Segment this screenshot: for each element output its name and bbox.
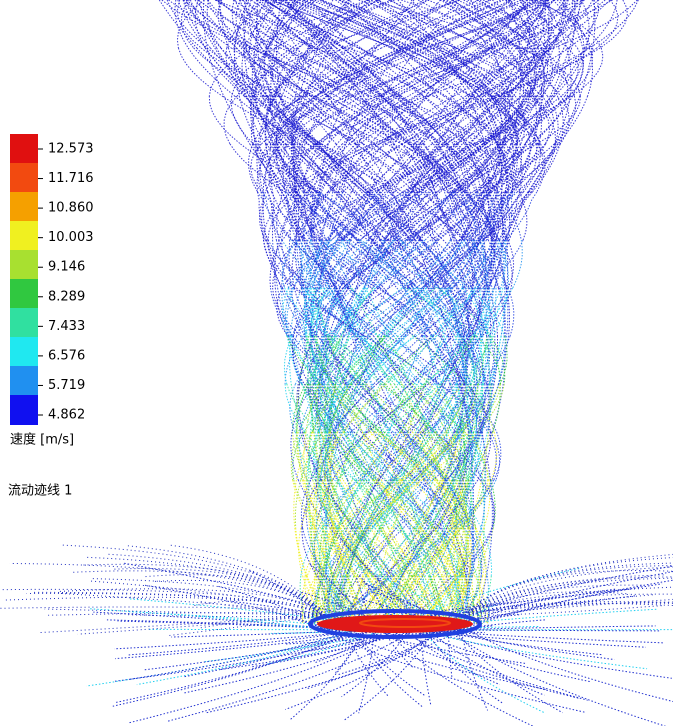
legend-tick-label: 10.860: [48, 201, 94, 216]
color-band: [10, 337, 38, 366]
color-band: [10, 221, 38, 250]
colorbar: [10, 134, 38, 425]
legend-tick-label: 6.576: [48, 348, 85, 363]
legend-tick-label: 9.146: [48, 260, 85, 275]
legend-title: 速度 [m/s]: [10, 432, 74, 448]
legend-tick-label: 5.719: [48, 378, 85, 393]
color-band: [10, 163, 38, 192]
trajectory-label: 流动迹线 1: [8, 484, 72, 499]
legend-tick-label: 10.003: [48, 230, 94, 245]
color-band: [10, 192, 38, 221]
color-band: [10, 308, 38, 337]
legend-tick-label: 8.289: [48, 289, 85, 304]
legend-tick-label: 12.573: [48, 142, 94, 157]
legend-tick-label: 7.433: [48, 319, 85, 334]
color-band: [10, 134, 38, 163]
legend-tick-label: 4.862: [48, 408, 85, 423]
color-band: [10, 279, 38, 308]
legend: 速度 [m/s] 流动迹线 1 12.573 11.716 10.860 10.003…: [0, 0, 673, 726]
color-band: [10, 366, 38, 395]
color-band: [10, 395, 38, 425]
color-band: [10, 250, 38, 279]
legend-tick-label: 11.716: [48, 171, 94, 186]
viewport: 速度 [m/s] 流动迹线 1 12.573 11.716 10.860 10.003…: [0, 0, 673, 726]
